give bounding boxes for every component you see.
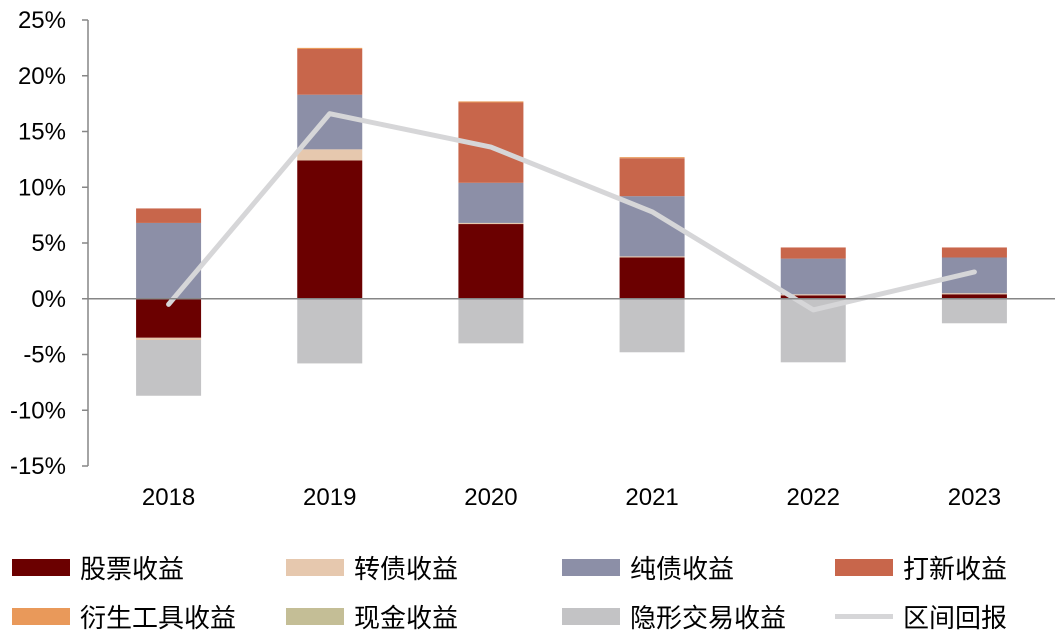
y-tick-label: 20%	[18, 63, 66, 90]
legend-label: 现金收益	[354, 603, 459, 634]
bar-segment	[297, 47, 363, 49]
y-tick-label: -15%	[10, 453, 66, 480]
legend-item: 隐形交易收益	[562, 596, 786, 636]
bars	[136, 47, 1007, 396]
bar-segment	[297, 149, 363, 161]
y-tick-label: -10%	[10, 397, 66, 424]
bar-segment	[780, 247, 846, 259]
stacked-bar-chart: 25% 20% 15% 10% 5% 0% -5% -10% -15% 2018 2019 2020…	[10, 7, 1055, 511]
bar-segment	[619, 257, 685, 299]
bar-segment	[619, 158, 685, 197]
bar-segment	[780, 294, 846, 296]
legend-item: 打新收益	[835, 547, 1007, 587]
legend-swatch	[562, 607, 620, 625]
x-tick-label: 2021	[625, 484, 678, 511]
legend-label: 隐形交易收益	[630, 603, 787, 634]
bar-segment	[458, 182, 524, 223]
bar-segment	[136, 340, 202, 396]
bar-segment	[458, 298, 524, 344]
legend-swatch	[835, 558, 893, 576]
bar-segment	[297, 160, 363, 299]
bar-segment	[780, 295, 846, 299]
y-tick-label: 10%	[18, 174, 66, 201]
legend-label: 转债收益	[354, 554, 459, 585]
bar-segment	[941, 293, 1007, 295]
x-tick-label: 2022	[787, 484, 840, 511]
y-tick-label: 5%	[31, 230, 66, 257]
bar-segment	[941, 294, 1007, 299]
bar-segment	[619, 256, 685, 258]
bar-segment	[619, 157, 685, 159]
legend-swatch	[286, 558, 344, 576]
bar-segment	[458, 101, 524, 103]
bar-segment	[136, 337, 202, 341]
bar-segment	[458, 222, 524, 225]
y-tick-label: -5%	[23, 342, 66, 369]
x-tick-label: 2019	[303, 484, 356, 511]
bar-segment	[458, 224, 524, 299]
legend-item: 区间回报	[835, 596, 1007, 636]
bar-segment	[619, 298, 685, 353]
return-line	[166, 111, 977, 313]
x-tick-label: 2020	[464, 484, 517, 511]
bar-segment	[941, 298, 1007, 324]
y-tick-label: 0%	[31, 286, 66, 313]
bar-segment	[136, 222, 202, 299]
legend-item: 现金收益	[286, 596, 458, 636]
legend-label: 衍生工具收益	[80, 603, 237, 634]
legend: 股票收益 转债收益 纯债收益 打新收益衍生工具收益 现金收益 隐形交易收益 区间回报	[0, 540, 1057, 639]
legend-item: 转债收益	[286, 547, 458, 587]
legend-label: 打新收益	[903, 554, 1008, 585]
legend-label: 纯债收益	[630, 554, 735, 585]
legend-swatch	[286, 607, 344, 625]
bar-segment	[297, 48, 363, 95]
legend-label: 股票收益	[80, 554, 185, 585]
x-tick-label: 2023	[948, 484, 1001, 511]
legend-swatch	[562, 558, 620, 576]
bar-segment	[297, 298, 363, 364]
return-line-group	[166, 111, 977, 313]
legend-swatch	[12, 607, 70, 625]
x-axis: 2018 2019 2020 2021 2022 2023	[88, 298, 1055, 511]
legend-label: 区间回报	[903, 603, 1008, 634]
x-tick-label: 2018	[142, 484, 195, 511]
legend-item: 衍生工具收益	[12, 596, 236, 636]
bar-segment	[136, 208, 202, 223]
legend-item: 股票收益	[12, 547, 184, 587]
legend-item: 纯债收益	[562, 547, 734, 587]
bar-segment	[780, 258, 846, 295]
legend-swatch	[12, 558, 70, 576]
y-tick-label: 15%	[18, 119, 66, 146]
legend-swatch	[835, 613, 893, 619]
bar-segment	[941, 247, 1007, 258]
y-axis: 25% 20% 15% 10% 5% 0% -5% -10% -15%	[10, 7, 89, 480]
y-tick-label: 25%	[18, 7, 66, 34]
